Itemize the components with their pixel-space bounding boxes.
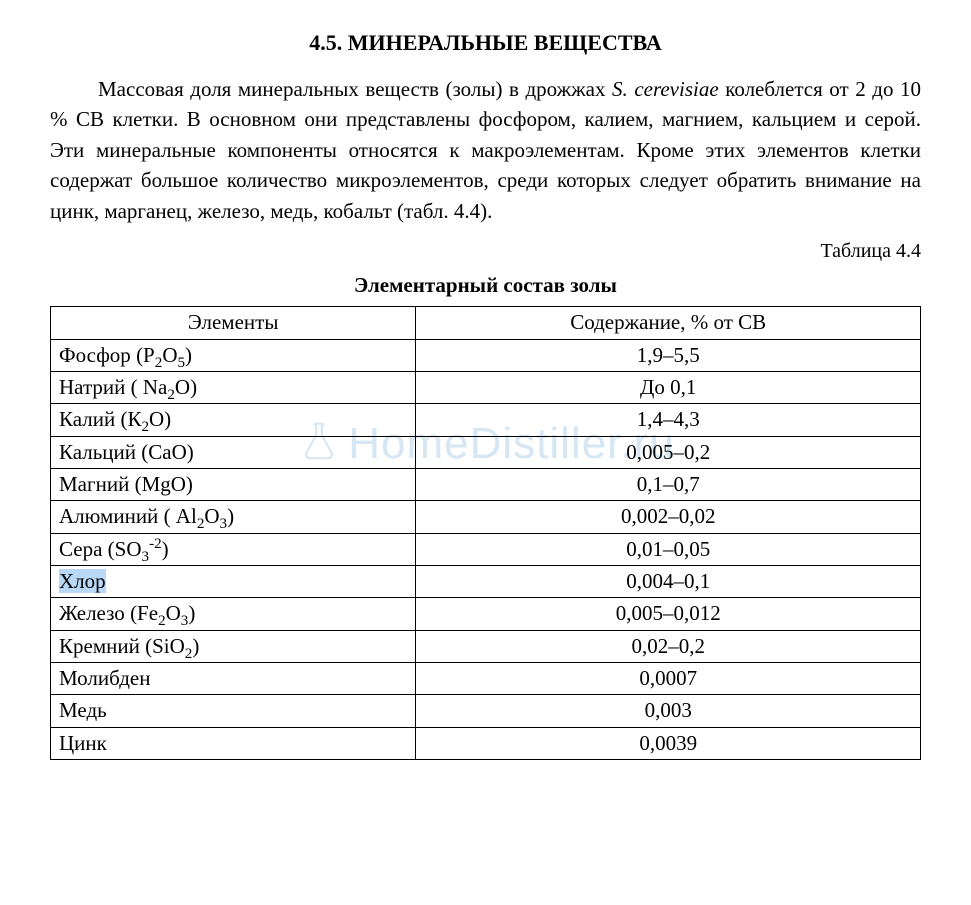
value-cell: 0,004–0,1 xyxy=(416,565,921,597)
element-cell: Алюминий ( Al2O3) xyxy=(51,501,416,533)
element-name: Хлор xyxy=(59,569,106,593)
table-title: Элементарный состав золы xyxy=(50,273,921,298)
element-name: Медь xyxy=(59,698,107,722)
element-formula: ( Na2O) xyxy=(131,375,197,399)
element-name: Кремний xyxy=(59,634,140,658)
element-cell: Калий (К2О) xyxy=(51,404,416,436)
table-row: Железо (Fe2O3)0,005–0,012 xyxy=(51,598,921,630)
element-cell: Магний (MgO) xyxy=(51,468,416,500)
section-heading: 4.5. МИНЕРАЛЬНЫЕ ВЕЩЕСТВА xyxy=(50,30,921,56)
table-row: Кальций (СаО)0,005–0,2 xyxy=(51,436,921,468)
element-formula: (СаО) xyxy=(141,440,193,464)
element-formula: (Fe2O3) xyxy=(130,601,195,625)
value-cell: 0,0039 xyxy=(416,727,921,759)
element-formula: (SO3-2) xyxy=(108,537,169,561)
table-row: Алюминий ( Al2O3)0,002–0,02 xyxy=(51,501,921,533)
element-formula: (SiO2) xyxy=(145,634,199,658)
element-cell: Кремний (SiO2) xyxy=(51,630,416,662)
table-row: Цинк 0,0039 xyxy=(51,727,921,759)
value-cell: 1,4–4,3 xyxy=(416,404,921,436)
intro-paragraph: Массовая доля минеральных веществ (золы)… xyxy=(50,74,921,226)
value-cell: 0,005–0,012 xyxy=(416,598,921,630)
element-name: Магний xyxy=(59,472,129,496)
element-cell: Железо (Fe2O3) xyxy=(51,598,416,630)
element-cell: Натрий ( Na2O) xyxy=(51,371,416,403)
element-cell: Кальций (СаО) xyxy=(51,436,416,468)
value-cell: До 0,1 xyxy=(416,371,921,403)
value-cell: 0,02–0,2 xyxy=(416,630,921,662)
element-cell: Цинк xyxy=(51,727,416,759)
element-name: Фосфор xyxy=(59,343,131,367)
element-name: Цинк xyxy=(59,731,107,755)
table-row: Калий (К2О)1,4–4,3 xyxy=(51,404,921,436)
value-cell: 0,005–0,2 xyxy=(416,436,921,468)
value-cell: 0,003 xyxy=(416,695,921,727)
col-header-elements: Элементы xyxy=(51,307,416,339)
element-formula: ( Al2O3) xyxy=(164,504,235,528)
element-name: Железо xyxy=(59,601,125,625)
value-cell: 0,0007 xyxy=(416,662,921,694)
element-name: Калий xyxy=(59,407,115,431)
paragraph-pre: Массовая доля минеральных веществ (золы)… xyxy=(98,77,612,101)
element-cell: Медь xyxy=(51,695,416,727)
element-cell: Хлор xyxy=(51,565,416,597)
value-cell: 1,9–5,5 xyxy=(416,339,921,371)
col-header-content: Содержание, % от СВ xyxy=(416,307,921,339)
element-name: Натрий xyxy=(59,375,125,399)
table-row: Сера (SO3-2)0,01–0,05 xyxy=(51,533,921,565)
table-row: Хлор 0,004–0,1 xyxy=(51,565,921,597)
table-row: Магний (MgO)0,1–0,7 xyxy=(51,468,921,500)
value-cell: 0,01–0,05 xyxy=(416,533,921,565)
element-formula: (К2О) xyxy=(120,407,171,431)
species-name: S. cerevisiae xyxy=(612,77,719,101)
value-cell: 0,002–0,02 xyxy=(416,501,921,533)
element-name: Сера xyxy=(59,537,102,561)
element-formula: (P2O5) xyxy=(136,343,192,367)
ash-composition-table: Элементы Содержание, % от СВ Фосфор (P2O… xyxy=(50,306,921,760)
element-cell: Сера (SO3-2) xyxy=(51,533,416,565)
table-row: Молибден 0,0007 xyxy=(51,662,921,694)
value-cell: 0,1–0,7 xyxy=(416,468,921,500)
table-header-row: Элементы Содержание, % от СВ xyxy=(51,307,921,339)
element-cell: Фосфор (P2O5) xyxy=(51,339,416,371)
table-row: Кремний (SiO2)0,02–0,2 xyxy=(51,630,921,662)
table-row: Медь 0,003 xyxy=(51,695,921,727)
element-cell: Молибден xyxy=(51,662,416,694)
element-name: Молибден xyxy=(59,666,151,690)
table-number-label: Таблица 4.4 xyxy=(50,240,921,263)
table-row: Фосфор (P2O5)1,9–5,5 xyxy=(51,339,921,371)
element-name: Кальций xyxy=(59,440,136,464)
table-row: Натрий ( Na2O)До 0,1 xyxy=(51,371,921,403)
element-name: Алюминий xyxy=(59,504,158,528)
element-formula: (MgO) xyxy=(135,472,193,496)
